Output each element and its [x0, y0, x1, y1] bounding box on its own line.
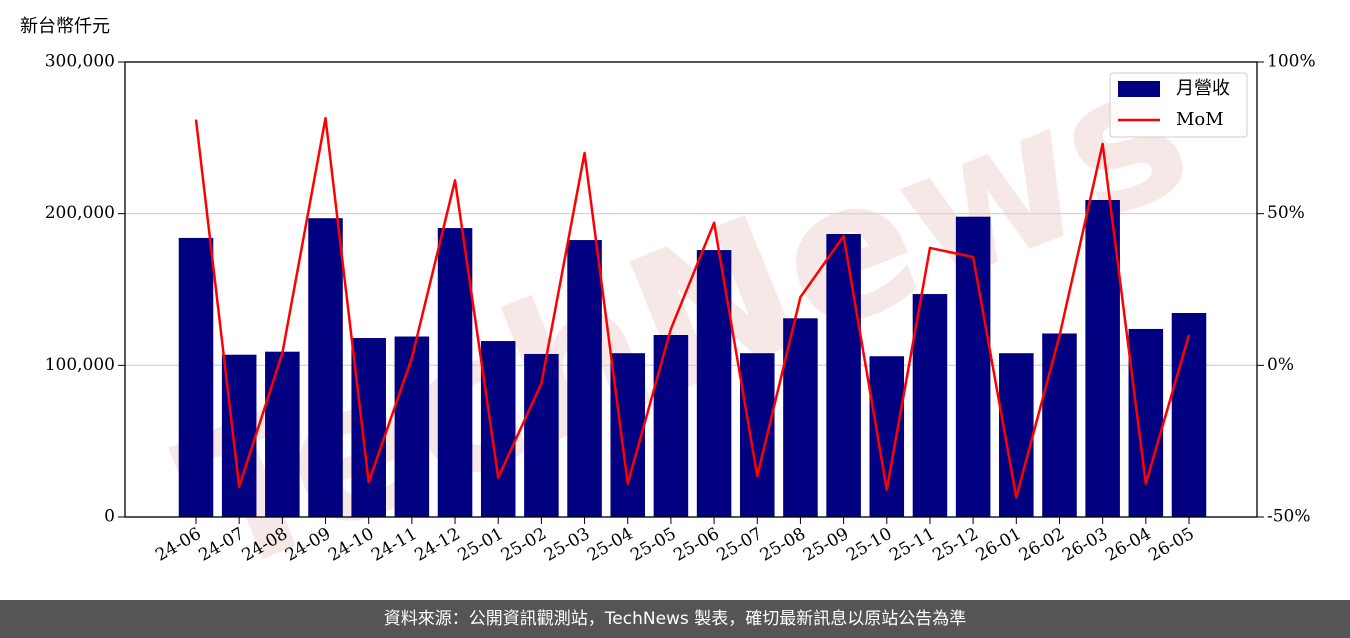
y-tick-label: 300,000 [45, 52, 115, 72]
y2-tick-label: -50% [1267, 507, 1311, 527]
bar [1128, 328, 1164, 517]
bar [567, 240, 602, 517]
x-tick-label: 26-04 [1102, 524, 1154, 566]
x-tick-label: 25-01 [455, 524, 507, 566]
x-tick-label: 25-05 [627, 524, 679, 566]
bar [1085, 200, 1120, 517]
x-tick-label: 25-02 [498, 524, 550, 566]
y-tick-label: 100,000 [45, 355, 115, 375]
x-tick-label: 25-12 [929, 524, 981, 566]
bar [869, 356, 905, 517]
bar [1042, 333, 1077, 517]
chart: 新台幣仟元 TechNews 0100,000200,000300,000-50… [20, 16, 1316, 618]
bar [178, 237, 214, 517]
bar [1171, 313, 1207, 517]
bar [394, 336, 430, 517]
line [194, 116, 1191, 499]
bar [912, 294, 948, 517]
x-tick-label: 26-01 [973, 524, 1025, 566]
x-tick-label: 26-03 [1059, 524, 1111, 566]
bar [653, 335, 689, 517]
bar [783, 318, 818, 517]
bar [437, 228, 473, 517]
plot-frame [124, 61, 1258, 518]
x-tick-label: 25-10 [843, 524, 895, 566]
x-tick-label: 25-09 [800, 524, 852, 566]
x-tick-label: 25-07 [714, 524, 766, 566]
bar [265, 351, 300, 517]
legend-swatch [1118, 81, 1160, 97]
x-tick-label: 26-05 [1145, 524, 1197, 566]
bar [610, 353, 646, 517]
x-tick-label: 25-04 [584, 524, 636, 566]
y-tick-label: 0 [104, 507, 115, 527]
y2-tick-label: 50% [1267, 203, 1305, 223]
legend-label: 月營收 [1176, 78, 1230, 99]
bar [308, 218, 343, 517]
y2-tick-label: 0% [1267, 355, 1294, 375]
bar [351, 338, 386, 517]
footer: 資料來源：公開資訊觀測站，TechNews 製表，確切最新訊息以原站公告為準 [0, 600, 1350, 638]
bar [739, 353, 775, 517]
y-axis-label: 新台幣仟元 [20, 16, 110, 37]
x-tick-label: 24-06 [152, 524, 204, 566]
legend-label: MoM [1176, 109, 1224, 130]
bar [480, 341, 516, 517]
x-tick-label: 25-08 [757, 524, 809, 566]
x-tick-label: 25-03 [541, 524, 593, 566]
y-tick-label: 200,000 [45, 203, 115, 223]
bar [826, 233, 861, 518]
x-tick-label: 25-06 [670, 524, 722, 566]
x-tick-label: 25-11 [886, 524, 938, 566]
y2-tick-label: 100% [1267, 52, 1316, 72]
bar [955, 216, 991, 517]
x-tick-label: 26-02 [1016, 524, 1068, 566]
